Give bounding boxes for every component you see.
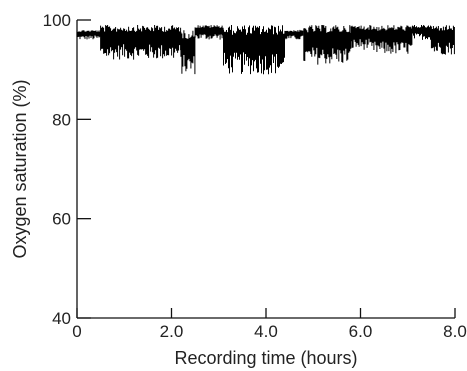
y-tick-label: 100 [43,11,71,30]
x-tick-label: 4.0 [254,322,278,341]
saturation-trace-segment [100,25,182,60]
saturation-trace-segment [76,30,101,40]
saturation-trace-segment [303,25,352,65]
saturation-trace-segment [369,25,413,54]
saturation-trace [76,25,455,75]
saturation-trace-segment [430,25,455,55]
y-tick-label: 60 [52,210,71,229]
saturation-trace-segment [412,25,431,40]
saturation-trace-segment [223,25,285,75]
saturation-trace-segment [194,25,224,40]
y-tick-label: 40 [52,309,71,328]
y-axis-title: Oxygen saturation (%) [10,79,30,258]
y-tick-label: 80 [52,110,71,129]
x-tick-label: 0 [72,322,81,341]
saturation-trace-segment [284,29,304,40]
axis-ticks: 0 2.0 4.0 6.0 8.0 40 60 80 100 [43,11,467,341]
x-tick-label: 2.0 [160,322,184,341]
x-tick-label: 6.0 [349,322,373,341]
saturation-trace-segment [180,30,196,75]
plot-area: 0 2.0 4.0 6.0 8.0 40 60 80 100 [43,11,467,341]
saturation-trace-segment [350,25,370,50]
x-axis-title: Recording time (hours) [174,348,357,368]
x-tick-label: 8.0 [443,322,467,341]
